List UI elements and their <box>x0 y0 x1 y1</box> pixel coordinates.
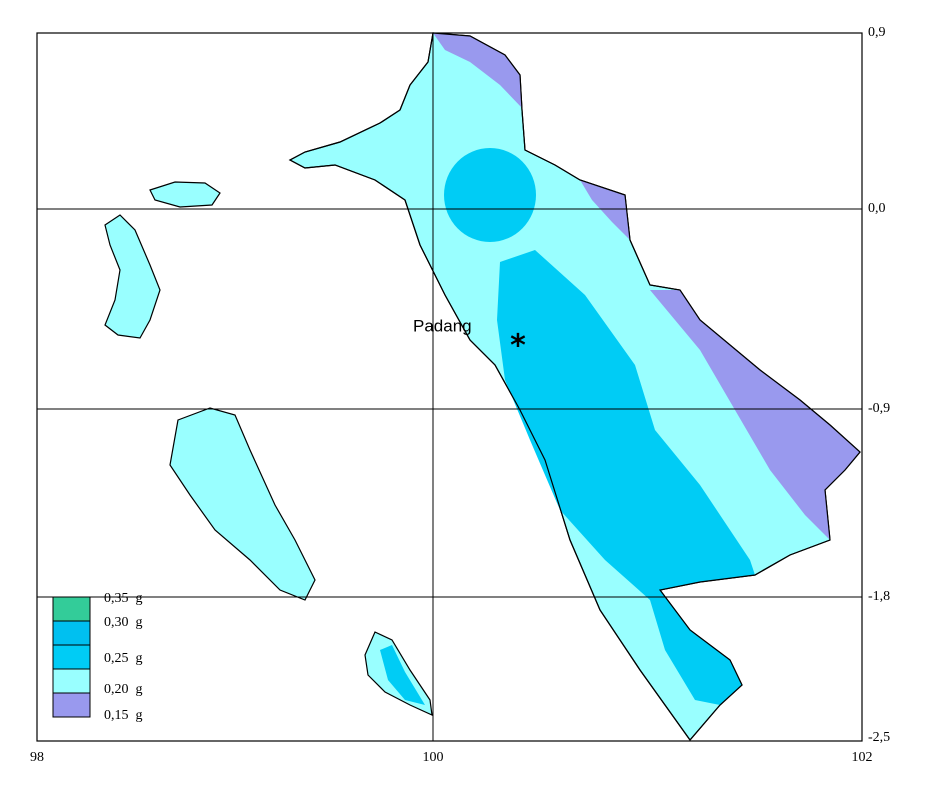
city-label: Padang <box>413 316 472 335</box>
y-label: 0,9 <box>868 25 886 40</box>
legend-swatch <box>52 620 91 646</box>
legend-label: 0,15 g <box>104 708 143 723</box>
x-label: 102 <box>852 750 873 765</box>
y-label: -1,8 <box>868 589 890 604</box>
graticule <box>37 33 862 741</box>
x-label: 100 <box>423 750 444 765</box>
islands <box>104 181 433 716</box>
x-label: 98 <box>30 750 44 765</box>
legend-swatch <box>52 692 91 718</box>
y-label: -0,9 <box>868 401 890 416</box>
legend-swatch <box>52 668 91 694</box>
legend-label: 0,20 g <box>104 682 143 697</box>
legend: 0,35 g 0,30 g 0,25 g 0,20 g 0,15 g <box>52 591 143 723</box>
legend-label: 0,25 g <box>104 651 143 666</box>
city-marker: * <box>510 329 526 364</box>
legend-swatch <box>52 596 91 622</box>
y-label: 0,0 <box>868 201 886 216</box>
legend-label: 0,35 g <box>104 591 143 606</box>
legend-swatch <box>52 644 91 670</box>
legend-label: 0,30 g <box>104 615 143 630</box>
y-label: -2,5 <box>868 730 890 745</box>
